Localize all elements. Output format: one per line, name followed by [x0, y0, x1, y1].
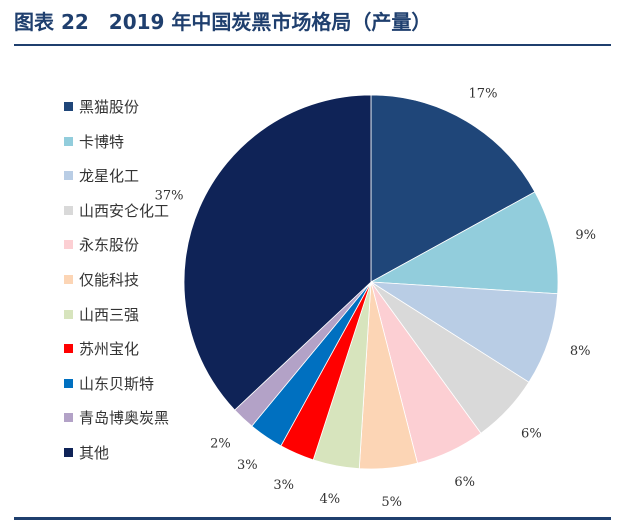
legend-swatch — [64, 309, 73, 319]
legend-label: 苏州宝化 — [79, 340, 140, 359]
legend-label: 黑猫股份 — [79, 98, 140, 116]
legend-swatch — [64, 136, 73, 146]
legend-label: 永东股份 — [79, 236, 140, 255]
slice-data-label-6: 4% — [319, 492, 340, 507]
legend-swatch — [64, 102, 73, 111]
legend-swatch — [64, 413, 73, 423]
pie-slice-1 — [369, 191, 559, 295]
title-divider — [14, 44, 611, 46]
legend-swatch — [64, 205, 73, 215]
legend-swatch — [64, 378, 73, 388]
pie-slice-10 — [183, 94, 372, 411]
slice-data-label-9: 2% — [210, 436, 231, 451]
slice-data-label-3: 6% — [521, 427, 542, 442]
slice-data-label-8: 3% — [237, 458, 258, 473]
legend-swatch — [64, 240, 73, 250]
slice-data-label-0: 17% — [469, 87, 498, 102]
bottom-divider — [14, 517, 611, 520]
legend-label: 山西三强 — [79, 305, 140, 324]
legend-label: 山西安仑化工 — [79, 201, 170, 220]
legend-label: 仅能科技 — [79, 271, 140, 289]
slice-data-label-2: 8% — [570, 344, 591, 359]
legend-swatch — [64, 448, 73, 457]
slice-data-label-5: 5% — [381, 495, 402, 510]
slice-data-label-1: 9% — [575, 228, 596, 243]
legend-swatch — [64, 275, 73, 284]
slice-data-label-10: 37% — [155, 189, 184, 204]
legend-swatch — [64, 171, 73, 181]
slice-data-label-7: 3% — [273, 478, 294, 493]
slice-data-label-4: 6% — [454, 475, 475, 490]
legend-swatch — [64, 344, 73, 354]
legend-label: 山东贝斯特 — [79, 374, 155, 393]
chart-title: 图表 22 2019 年中国炭黑市场格局（产量） — [14, 10, 432, 34]
legend-label: 卡博特 — [79, 132, 125, 151]
pie-slice-0 — [370, 94, 536, 283]
pie-slice-2 — [370, 281, 559, 383]
legend-label: 青岛博奥炭黑 — [79, 409, 170, 428]
legend-label: 龙星化工 — [79, 167, 140, 186]
legend-label: 其他 — [79, 444, 110, 462]
